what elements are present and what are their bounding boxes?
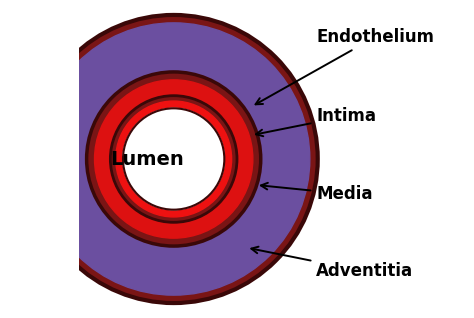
Circle shape [29,15,318,303]
Circle shape [37,23,310,295]
Circle shape [87,72,261,246]
Circle shape [110,96,237,222]
Circle shape [123,108,224,210]
Text: Lumen: Lumen [110,149,183,169]
Text: Intima: Intima [256,107,376,136]
Text: Media: Media [261,183,373,203]
Text: Adventitia: Adventitia [251,247,413,280]
Circle shape [94,80,253,238]
Circle shape [116,101,232,217]
Text: Endothelium: Endothelium [255,28,434,104]
